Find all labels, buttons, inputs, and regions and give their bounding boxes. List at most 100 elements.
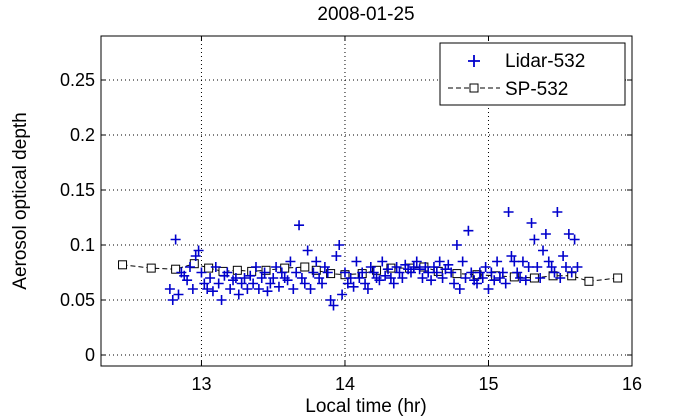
lidar-532-point bbox=[443, 259, 454, 270]
legend-square-icon bbox=[469, 83, 479, 93]
lidar-532-point bbox=[368, 267, 379, 278]
lidar-532-point bbox=[187, 284, 198, 294]
lidar-532-point bbox=[457, 256, 468, 267]
lidar-532-point bbox=[405, 267, 416, 278]
lidar-532-point bbox=[437, 273, 448, 283]
sp-532-point bbox=[261, 265, 271, 275]
lidar-532-point bbox=[520, 275, 531, 286]
lidar-532-point bbox=[503, 207, 514, 217]
chart-title: 2008-01-25 bbox=[317, 4, 414, 25]
lidar-532-point bbox=[466, 267, 477, 278]
lidar-532-point bbox=[535, 273, 546, 283]
lidar-532-point bbox=[486, 267, 497, 278]
y-tick-label: 0.2 bbox=[70, 125, 95, 145]
lidar-532-point bbox=[555, 273, 566, 283]
lidar-532-point bbox=[512, 267, 523, 278]
grid-lines bbox=[101, 36, 632, 366]
lidar-532-point bbox=[563, 229, 574, 239]
lidar-532-point bbox=[408, 262, 419, 272]
y-tick-label: 0.05 bbox=[60, 290, 95, 310]
lidar-532-point bbox=[317, 278, 328, 289]
lidar-532-point bbox=[288, 284, 299, 294]
lidar-532-point bbox=[517, 256, 528, 267]
lidar-532-point bbox=[164, 284, 175, 294]
lidar-532-point bbox=[170, 234, 181, 245]
lidar-532-point bbox=[549, 267, 560, 278]
lidar-532-point bbox=[480, 262, 491, 272]
lidar-532-point bbox=[245, 270, 256, 281]
lidar-532-point bbox=[351, 256, 362, 267]
lidar-532-point bbox=[184, 262, 195, 272]
legend-lidar-marker bbox=[468, 55, 480, 67]
plot-frame bbox=[100, 35, 633, 367]
lidar-532-point bbox=[222, 267, 233, 278]
lidar-532-point bbox=[477, 273, 488, 283]
sp-532-point bbox=[232, 265, 242, 275]
lidar-532-point bbox=[348, 281, 359, 292]
lidar-532-point bbox=[233, 289, 244, 300]
y-axis-label: Aerosol optical depth bbox=[10, 112, 31, 289]
lidar-532-point bbox=[388, 278, 399, 289]
x-tick-label: 16 bbox=[622, 374, 642, 394]
lidar-532-point bbox=[294, 220, 305, 231]
sp-532-point bbox=[146, 263, 156, 273]
x-tick-labels: 13 14 15 16 bbox=[191, 374, 642, 394]
lidar-532-point bbox=[253, 284, 264, 294]
lidar-532-point bbox=[325, 295, 336, 305]
lidar-532-point bbox=[262, 286, 273, 297]
lidar-532-point bbox=[334, 240, 345, 250]
lidar-532-point bbox=[380, 270, 391, 281]
lidar-532-point bbox=[285, 256, 296, 267]
sp-532-point bbox=[613, 273, 623, 283]
lidar-532-point bbox=[420, 262, 431, 272]
lidar-532-point bbox=[492, 256, 503, 267]
x-tick-label: 15 bbox=[478, 374, 498, 394]
lidar-532-point bbox=[230, 273, 241, 283]
lidar-532-point bbox=[259, 267, 270, 278]
lidar-532-point bbox=[305, 284, 316, 294]
y-tick-labels: 0 0.05 0.1 0.15 0.2 0.25 bbox=[60, 70, 95, 365]
legend-box bbox=[439, 42, 626, 106]
lidar-532-point bbox=[345, 273, 356, 283]
lidar-532-point bbox=[474, 267, 485, 278]
lidar-532-point bbox=[328, 300, 339, 311]
lidar-532-point bbox=[250, 262, 261, 272]
lidar-532-point bbox=[296, 273, 307, 283]
lidar-532-point bbox=[515, 273, 526, 283]
lidar-532-point bbox=[210, 262, 221, 272]
lidar-532-point bbox=[572, 262, 583, 272]
lidar-532-point bbox=[362, 284, 373, 294]
lidar-532-point bbox=[483, 284, 494, 294]
lidar-532-point bbox=[526, 218, 537, 228]
lidar-532-point bbox=[411, 256, 422, 267]
lidar-532-point bbox=[383, 264, 394, 275]
lidar-532-point bbox=[196, 267, 207, 278]
lidar-532-point bbox=[472, 278, 483, 289]
sp-532-point bbox=[386, 263, 396, 273]
lidar-532-point bbox=[500, 278, 511, 289]
lidar-532-point bbox=[417, 273, 428, 283]
lidar-532-point bbox=[291, 267, 302, 278]
legend-plus-icon bbox=[468, 55, 480, 67]
lidar-532-point bbox=[354, 273, 365, 283]
y-tick-label: 0.1 bbox=[70, 235, 95, 255]
lidar-532-point bbox=[454, 284, 465, 294]
sp-532-point bbox=[204, 263, 214, 273]
lidar-532-point bbox=[426, 275, 437, 286]
lidar-532-point bbox=[173, 289, 184, 300]
lidar-532-point bbox=[546, 262, 557, 272]
lidar-532-point bbox=[449, 278, 460, 289]
sp-532-point bbox=[171, 264, 181, 274]
lidar-532-point bbox=[225, 284, 236, 294]
lidar-532-point bbox=[446, 267, 457, 278]
lidar-532-point bbox=[431, 267, 442, 278]
lidar-532-point bbox=[302, 245, 313, 256]
lidar-532-point bbox=[331, 251, 342, 261]
lidar-532-point bbox=[414, 264, 425, 275]
lidar-532-point bbox=[489, 275, 500, 286]
sp-532-point bbox=[584, 276, 594, 286]
lidar-532-point bbox=[460, 273, 471, 283]
lidar-532-point bbox=[374, 275, 385, 286]
lidar-532-point bbox=[337, 289, 348, 300]
